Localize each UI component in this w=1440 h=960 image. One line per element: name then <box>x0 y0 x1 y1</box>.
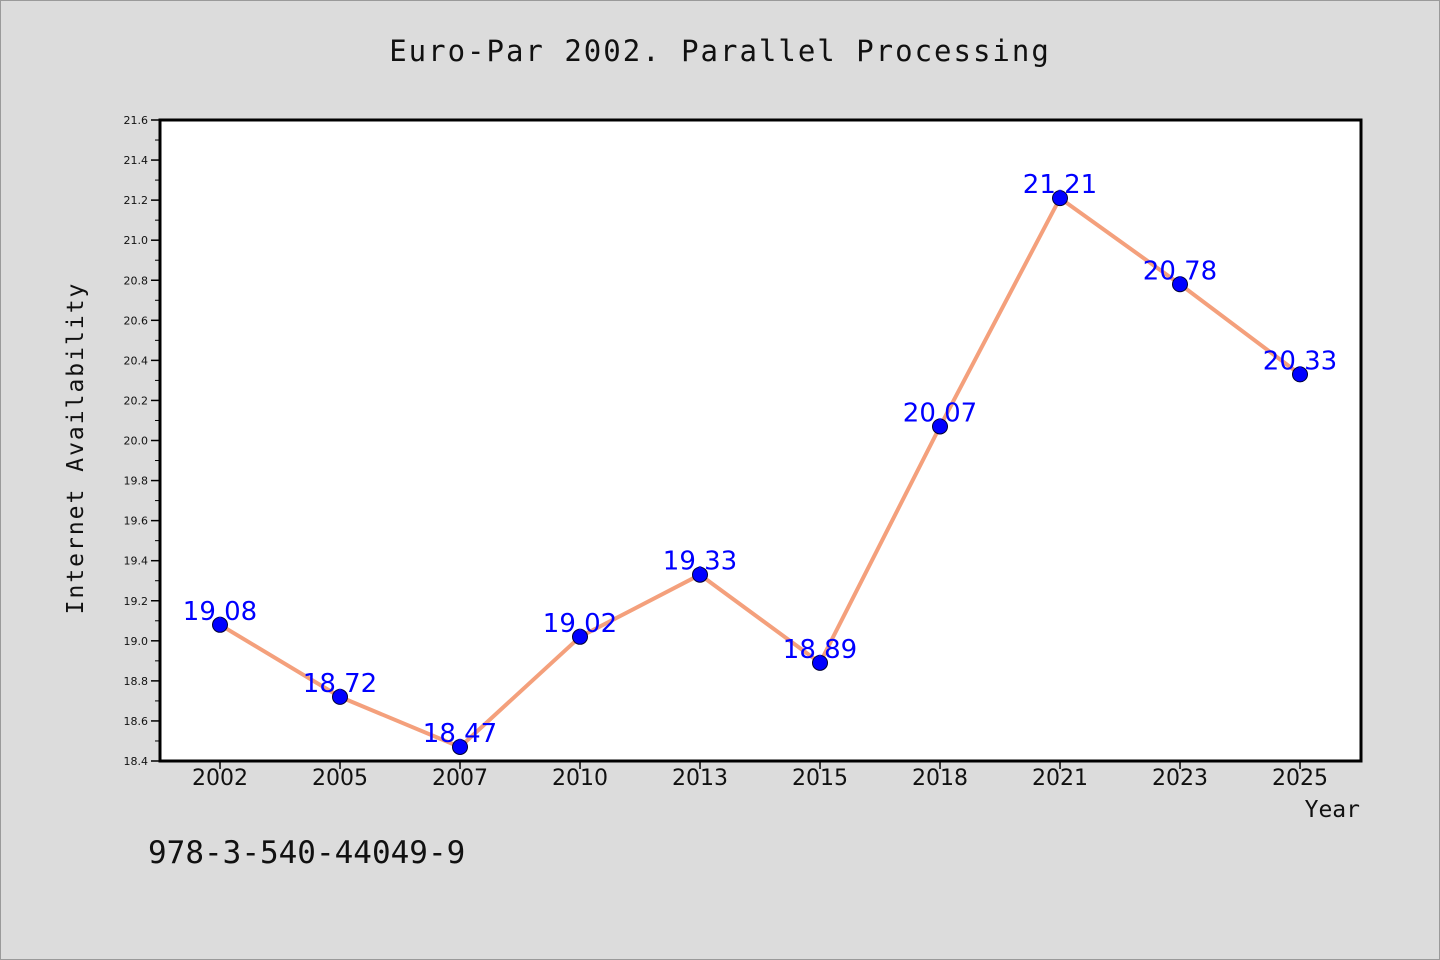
y-tick-label: 18.8 <box>124 675 149 688</box>
y-tick-label: 18.6 <box>124 715 149 728</box>
data-point <box>572 628 588 645</box>
plot-area <box>160 120 1361 761</box>
data-point <box>1052 190 1068 207</box>
plot-border <box>158 118 1363 763</box>
data-point <box>452 738 468 755</box>
y-tick-label: 20.2 <box>124 394 149 407</box>
series-line <box>218 196 1302 749</box>
data-label: 20.33 <box>1263 346 1337 376</box>
data-label: 18.89 <box>783 635 857 665</box>
isbn-footnote: 978-3-540-44049-9 <box>148 835 466 871</box>
x-tick-label: 2005 <box>312 766 368 791</box>
data-point <box>692 566 708 583</box>
y-tick-label: 20.0 <box>124 435 149 448</box>
chart-title: Euro-Par 2002. Parallel Processing <box>389 34 1051 68</box>
data-markers <box>212 190 1308 755</box>
y-tick-label: 20.4 <box>124 354 149 367</box>
x-tick-label: 2015 <box>792 766 848 791</box>
data-label: 21.21 <box>1023 170 1097 200</box>
x-tick-label: 2021 <box>1032 766 1088 791</box>
data-labels: 19.08 18.72 18.47 19.02 19.33 18.89 20.07 21.21… <box>183 170 1337 749</box>
x-tick-label: 2025 <box>1272 766 1328 791</box>
y-tick-label: 20.6 <box>124 314 149 327</box>
y-tick-label: 18.4 <box>124 755 149 768</box>
y-tick-label: 21.2 <box>124 194 149 207</box>
x-tick-label: 2002 <box>192 766 248 791</box>
data-label: 20.07 <box>903 398 977 428</box>
x-tick-label: 2013 <box>672 766 728 791</box>
data-point <box>812 654 828 671</box>
y-tick-label: 21.0 <box>124 234 149 247</box>
x-axis-title: Year <box>1304 797 1360 823</box>
data-label: 19.33 <box>663 547 737 577</box>
data-label: 19.08 <box>183 597 257 627</box>
y-axis-ticks: 18.4 18.6 18.8 19.0 19.2 19.4 19.6 19.8 20.0 20.2… <box>124 114 160 768</box>
data-point <box>332 688 348 705</box>
data-label: 18.47 <box>423 719 497 749</box>
y-tick-label: 19.0 <box>124 635 149 648</box>
y-tick-label: 19.6 <box>124 515 149 528</box>
data-point <box>1172 276 1188 293</box>
y-tick-label: 19.2 <box>124 595 149 608</box>
data-point <box>212 616 228 633</box>
data-label: 18.72 <box>303 669 377 699</box>
y-tick-label: 19.8 <box>124 475 149 488</box>
data-point <box>932 418 948 435</box>
x-axis-ticks: 2002 2005 2007 2010 2013 2015 2018 2021 2023 2025 <box>192 761 1328 791</box>
data-point <box>1292 366 1308 383</box>
x-tick-label: 2007 <box>432 766 488 791</box>
y-tick-label: 20.8 <box>124 274 149 287</box>
y-tick-label: 21.4 <box>124 154 149 167</box>
data-label: 19.02 <box>543 609 617 639</box>
y-tick-label: 19.4 <box>124 555 149 568</box>
data-label: 20.78 <box>1143 256 1217 286</box>
y-tick-label: 21.6 <box>124 114 149 127</box>
x-tick-label: 2010 <box>552 766 608 791</box>
x-tick-label: 2018 <box>912 766 968 791</box>
x-tick-label: 2023 <box>1152 766 1208 791</box>
